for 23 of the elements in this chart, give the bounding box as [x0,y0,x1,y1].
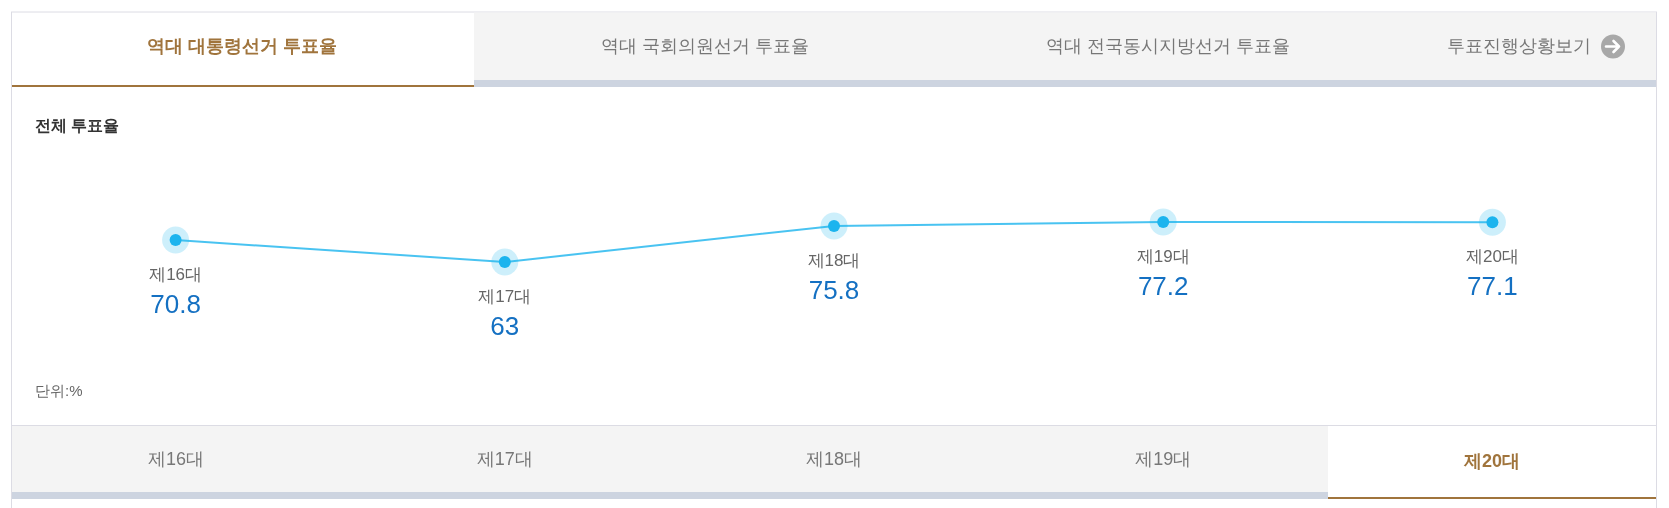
chart-title: 전체 투표율 [35,117,120,134]
tab[interactable]: 제19대 [998,426,1328,499]
data-label: 63 [490,311,520,341]
text: 단위:% [35,382,83,399]
tab[interactable]: 제18대 [669,426,999,499]
tab[interactable]: 제16대 [12,426,341,499]
data-label: 77.1 [1467,271,1518,302]
tab[interactable]: 제17대 [340,426,670,499]
category-label: 제18대 [807,250,861,270]
point [162,226,190,254]
data-label: 70.8 [150,289,201,320]
tab[interactable]: 제20대 [1327,426,1656,499]
data-label: 75.8 [808,274,860,305]
category-label: 제19대 [1136,247,1190,266]
category-label: 제20대 [1465,247,1519,267]
data-label: 77.2 [1137,271,1189,301]
category-label: 제17대 [478,287,532,306]
category-label: 제16대 [149,265,203,285]
point [491,248,519,276]
tab: 역대 대통령선거 투표율 [12,36,474,87]
point [1149,208,1177,236]
point [820,212,848,240]
point [1478,208,1506,236]
